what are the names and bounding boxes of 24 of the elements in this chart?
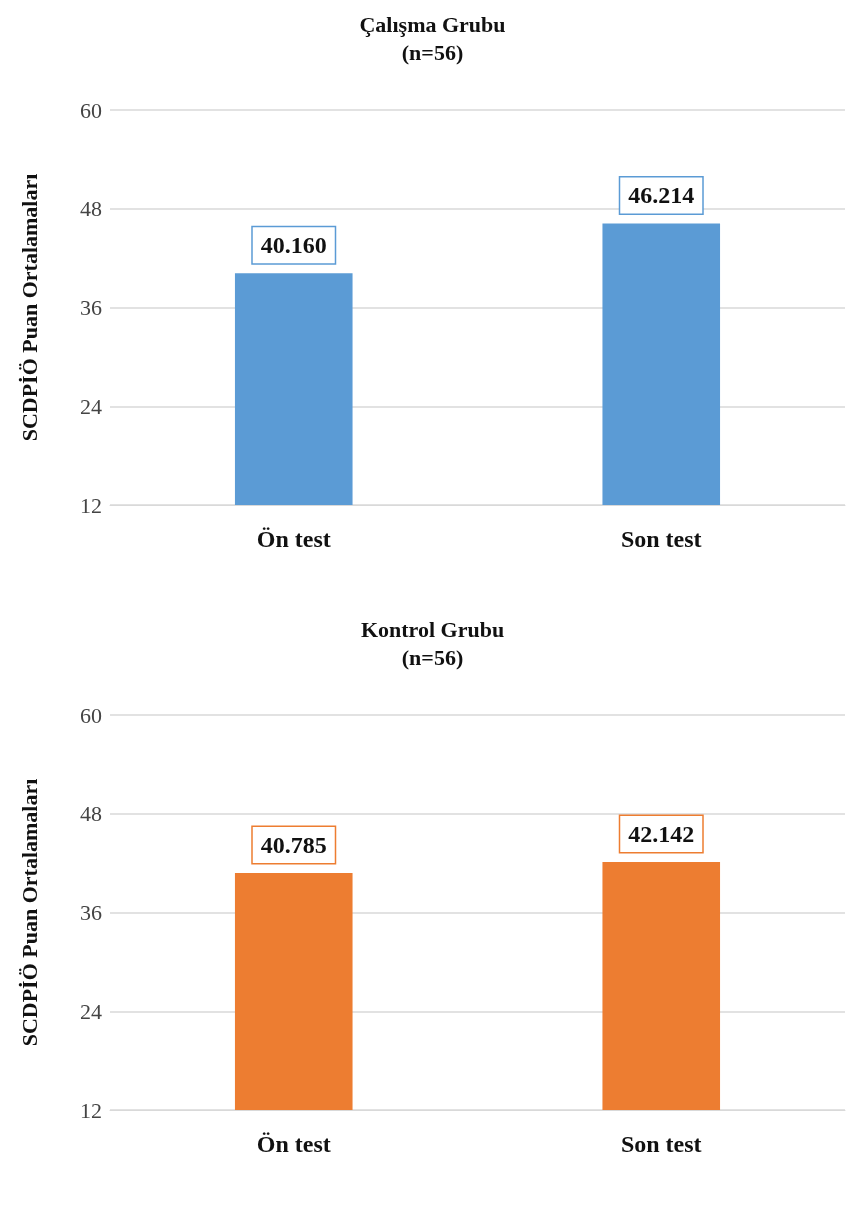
data-label: 40.785 (260, 832, 327, 859)
chart-title: Çalışma Grubu (359, 11, 506, 37)
y-tick-label: 24 (80, 998, 102, 1024)
x-tick-label: Son test (620, 526, 702, 552)
y-tick-label: 36 (80, 900, 102, 925)
y-tick-label: 60 (80, 97, 102, 123)
y-tick-label: 12 (80, 492, 102, 518)
data-label: 46.214 (628, 182, 695, 209)
chart-subtitle: (n=56) (401, 39, 464, 65)
y-tick-label: 12 (80, 1097, 102, 1123)
y-tick-label: 48 (80, 801, 102, 827)
y-axis-title: SCDPİÖ Puan Ortalamaları (16, 778, 42, 1047)
y-tick-label: 36 (80, 295, 102, 320)
chart-subtitle: (n=56) (401, 644, 464, 670)
data-label: 40.160 (260, 232, 327, 259)
y-tick-label: 60 (80, 702, 102, 728)
data-label: 42.142 (628, 820, 695, 847)
y-tick-label: 48 (80, 196, 102, 222)
chart-title: Kontrol Grubu (360, 616, 505, 642)
x-tick-label: Ön test (256, 1131, 331, 1157)
y-axis-title: SCDPİÖ Puan Ortalamaları (16, 173, 42, 442)
y-tick-label: 24 (80, 393, 102, 419)
x-tick-label: Ön test (256, 526, 331, 552)
x-tick-label: Son test (620, 1131, 702, 1157)
